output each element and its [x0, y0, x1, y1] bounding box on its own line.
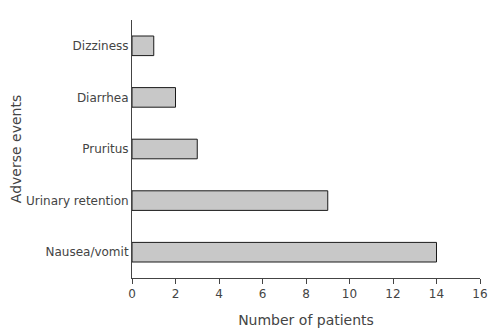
svg-text:Urinary retention: Urinary retention — [26, 194, 129, 208]
svg-text:Pruritus: Pruritus — [82, 142, 128, 156]
svg-text:Number of patients: Number of patients — [238, 312, 374, 328]
svg-text:Dizziness: Dizziness — [73, 39, 129, 53]
svg-text:14: 14 — [429, 287, 444, 301]
svg-text:2: 2 — [172, 287, 180, 301]
svg-text:16: 16 — [472, 287, 487, 301]
svg-text:6: 6 — [259, 287, 267, 301]
svg-text:Nausea/vomit: Nausea/vomit — [45, 245, 128, 259]
svg-text:0: 0 — [128, 287, 136, 301]
svg-text:Diarrhea: Diarrhea — [77, 91, 129, 105]
svg-text:10: 10 — [342, 287, 357, 301]
svg-text:8: 8 — [302, 287, 310, 301]
svg-text:Adverse events: Adverse events — [8, 95, 24, 203]
svg-text:12: 12 — [385, 287, 400, 301]
svg-text:4: 4 — [215, 287, 223, 301]
